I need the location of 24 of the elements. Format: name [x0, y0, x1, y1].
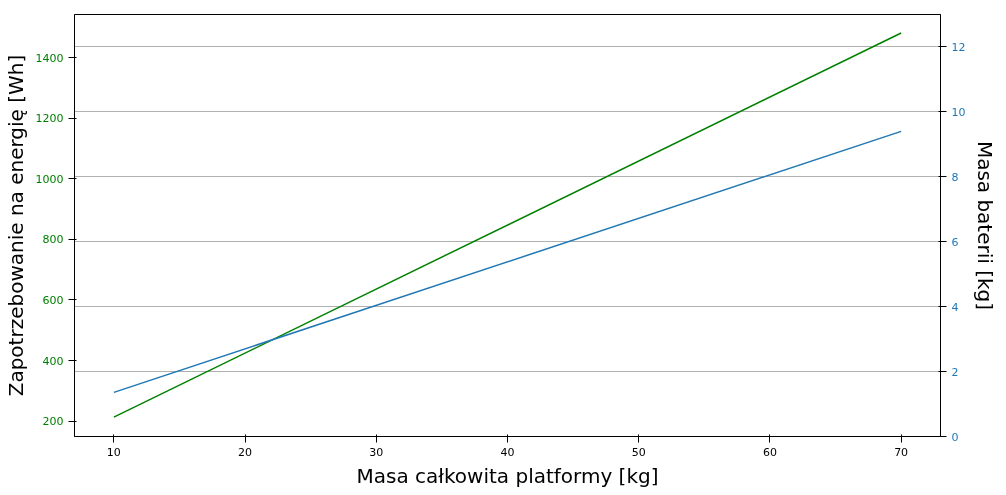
y-tick-label: 400	[42, 354, 64, 368]
x-tick-label: 60	[762, 445, 777, 459]
y2-tick-label: 6	[951, 235, 959, 249]
y-tick-label: 800	[42, 233, 64, 247]
y-tick-label: 1200	[35, 112, 64, 126]
x-tick-label: 70	[894, 445, 909, 459]
y-tick-label: 200	[42, 415, 64, 429]
x-tick-label: 40	[500, 445, 515, 459]
y2-tick-label: 4	[951, 300, 959, 314]
x-tick-label: 30	[369, 445, 384, 459]
x-axis-title: Masa całkowita platformy [kg]	[356, 463, 659, 488]
y2-tick-label: 0	[951, 430, 959, 444]
y2-tick-label: 10	[951, 105, 966, 119]
y-tick-label: 600	[42, 293, 64, 307]
x-tick-label: 10	[106, 445, 121, 459]
y2-tick-label: 12	[951, 40, 966, 54]
x-tick-label: 50	[631, 445, 646, 459]
y2-tick-label: 2	[951, 365, 959, 379]
y2-tick-label: 8	[951, 170, 959, 184]
y-tick-label: 1000	[35, 172, 64, 186]
y2-axis-title: Masa baterii [kg]	[973, 140, 998, 311]
x-tick-label: 20	[238, 445, 253, 459]
y-tick-label: 1400	[35, 51, 64, 65]
y-axis-title: Zapotrzebowanie na energię [Wh]	[3, 54, 28, 397]
